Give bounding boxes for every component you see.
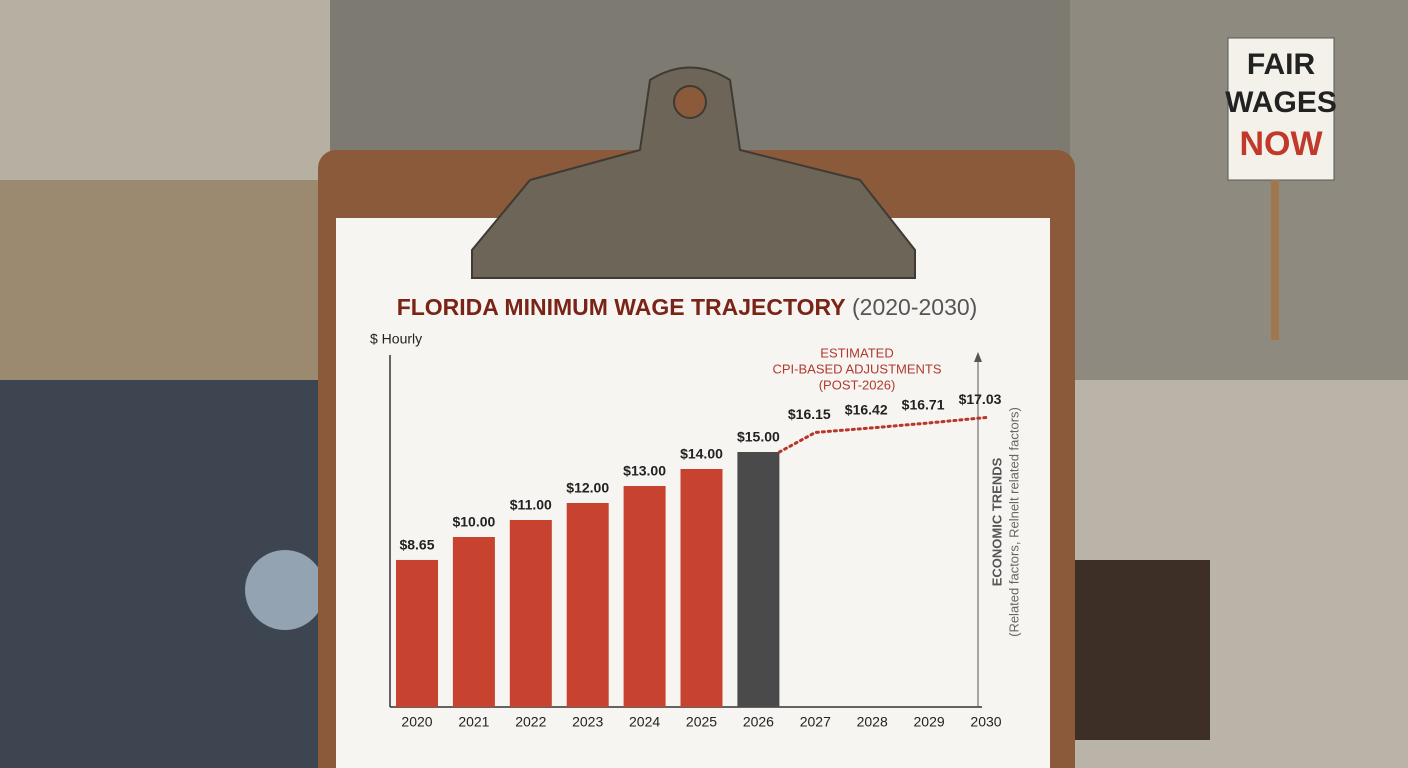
y-axis-label: $ Hourly [370,331,422,347]
clip [471,66,916,279]
side-note: ECONOMIC TRENDS (Related factors, Relnel… [989,407,1021,637]
x-tick-label: 2029 [914,714,945,730]
bar [623,486,666,707]
x-tick-label: 2030 [970,714,1001,730]
x-tick-label: 2028 [857,714,888,730]
value-label: $13.00 [623,463,666,479]
value-label: $12.00 [566,480,609,496]
annotation-line: CPI-BASED ADJUSTMENTS [772,361,941,376]
bar [452,537,495,707]
projection-line [777,415,988,454]
title-main: FLORIDA MINIMUM WAGE TRAJECTORY [397,294,846,320]
office-desk [1075,560,1210,740]
x-tick-label: 2021 [458,714,489,730]
bar [680,469,723,707]
x-tick-label: 2025 [686,714,717,730]
x-tick-label: 2020 [401,714,432,730]
side-note-text: (Related factors, Relnelt related factor… [1006,407,1021,637]
x-tick-label: 2024 [629,714,660,730]
side-note-title: ECONOMIC TRENDS [989,457,1004,586]
welding-spark [245,550,325,630]
bar [737,452,780,707]
annotation-line: (POST-2026) [819,377,896,392]
projection-label: $16.71 [902,397,945,413]
value-label: $10.00 [452,514,495,530]
x-tick-label: 2027 [800,714,831,730]
sign-text: NOW [1239,125,1323,163]
x-tick-label: 2026 [743,714,774,730]
value-label: $8.65 [399,537,434,553]
projection-label: $16.15 [788,406,831,422]
value-label: $15.00 [737,429,780,445]
sign-pole [1271,180,1279,340]
x-tick-label: 2022 [515,714,546,730]
sign-text: WAGES [1225,86,1337,119]
projection-label: $16.42 [845,402,888,418]
value-label: $11.00 [510,497,552,513]
projection-label: $17.03 [959,391,1002,407]
chart-title: FLORIDA MINIMUM WAGE TRAJECTORY (2020-20… [397,294,978,320]
annotation-line: ESTIMATED [820,345,893,360]
x-tick-label: 2023 [572,714,603,730]
clip-hole [673,85,707,119]
construction-sky [0,0,330,180]
bar [566,503,609,707]
value-label: $14.00 [680,446,723,462]
sign-text: FAIR [1247,48,1316,81]
title-range: (2020-2030) [852,294,977,320]
protest-sign [1227,37,1335,181]
axis-arrow [974,352,982,362]
bar [396,559,438,707]
bar [509,520,552,707]
